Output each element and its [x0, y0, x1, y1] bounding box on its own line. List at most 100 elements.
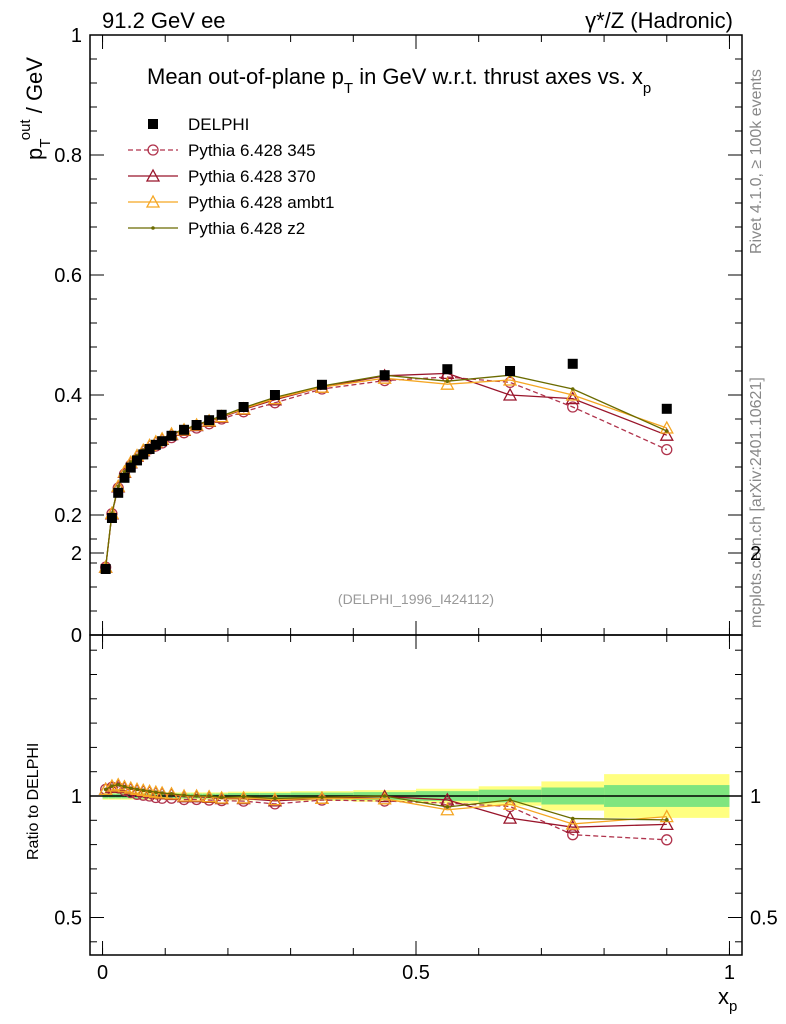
data-point — [316, 379, 327, 390]
ratio-data-point — [502, 796, 518, 810]
ratio-data-point — [273, 796, 277, 801]
data-point — [204, 415, 215, 426]
data-point — [238, 402, 249, 412]
ratio-data-point — [316, 794, 328, 806]
data-point — [440, 376, 455, 390]
ratio-data-point — [241, 794, 246, 799]
ratio-data-point — [207, 794, 211, 798]
y-tick-label: 0 — [71, 625, 82, 647]
data-point — [116, 484, 121, 489]
data-point — [445, 379, 450, 384]
rivet-version-label: Rivet 4.1.0, ≥ 100k events — [748, 69, 765, 254]
y-tick-label: 0.8 — [54, 145, 82, 167]
data-point — [122, 470, 127, 474]
legend-marker — [145, 168, 161, 182]
legend-entry: Pythia 6.428 z2 — [128, 219, 305, 238]
ratio-data-point — [565, 819, 580, 833]
data-point — [119, 472, 130, 483]
data-point — [166, 430, 177, 441]
x-tick-label: 1 — [724, 962, 735, 984]
data-point — [567, 401, 579, 413]
data-point — [565, 387, 580, 401]
ratio-data-point — [110, 784, 114, 788]
series-line — [105, 376, 668, 568]
legend-label: Pythia 6.428 370 — [188, 167, 316, 186]
legend: DELPHI Pythia 6.428 345 Pythia 6.428 370 Py… — [128, 115, 334, 238]
legend-marker — [147, 144, 159, 156]
ratio-data-point — [659, 817, 674, 831]
legend-entry: DELPHI — [148, 115, 249, 134]
ratio-data-point — [169, 792, 174, 796]
ratio-data-point — [160, 791, 164, 795]
data-point — [659, 427, 674, 441]
data-point — [505, 366, 516, 376]
ratio-y-tick-label: 0.5 — [54, 908, 82, 930]
legend-label: DELPHI — [188, 115, 249, 134]
data-point — [570, 387, 575, 391]
ratio-data-point — [440, 802, 455, 816]
ratio-data-point — [128, 786, 133, 790]
ratio-data-point — [664, 818, 669, 822]
legend-marker — [151, 226, 155, 230]
data-point — [157, 436, 168, 447]
legend-marker — [145, 194, 161, 208]
y-tick-label: 0.2 — [54, 505, 82, 527]
x-tick-label: 0.5 — [402, 962, 430, 984]
ratio-data-point — [147, 789, 152, 794]
ratio-y-tick-label: 1 — [71, 786, 82, 808]
ratio-data-point — [122, 784, 127, 789]
y-axis-label: pTout / GeV — [17, 57, 54, 160]
data-point — [144, 444, 155, 454]
y-tick-label: 1 — [71, 25, 82, 47]
ratio-data-point — [154, 790, 158, 794]
data-point — [661, 443, 673, 456]
data-point — [269, 390, 280, 400]
analysis-watermark: (DELPHI_1996_I424112) — [338, 591, 494, 607]
legend-label: Pythia 6.428 345 — [188, 141, 316, 160]
data-point — [125, 462, 136, 473]
data-point — [100, 564, 111, 574]
ratio-data-point — [135, 787, 139, 792]
ratio-data-point — [182, 793, 186, 798]
ratio-data-point — [267, 792, 283, 806]
y-tick-label: 0.6 — [54, 265, 82, 287]
ratio-y-axis-label: Ratio to DELPHI — [25, 743, 42, 860]
data-point — [179, 424, 190, 435]
data-point — [191, 420, 202, 430]
ratio-data-point — [565, 816, 580, 830]
series-pythia-6-428-345 — [100, 371, 673, 846]
data-point — [567, 358, 578, 369]
data-point — [113, 487, 124, 498]
ratio-y-tick-label-right: 0.5 — [750, 908, 778, 930]
ratio-data-point — [445, 805, 450, 809]
ratio-data-point — [141, 788, 146, 793]
series-delphi — [100, 358, 672, 574]
legend-label: Pythia 6.428 ambt1 — [188, 193, 334, 212]
legend-entry: Pythia 6.428 345 — [128, 141, 316, 160]
header-process-label: γ*/Z (Hadronic) — [585, 8, 733, 33]
x-tick-label: 0 — [97, 962, 108, 984]
ratio-data-point — [661, 834, 673, 846]
ratio-y-tick-label-right: 1 — [750, 786, 761, 808]
legend-entry: Pythia 6.428 370 — [128, 167, 316, 186]
series-line — [105, 372, 668, 568]
data-point — [216, 409, 227, 420]
ratio-data-point — [111, 777, 126, 791]
ratio-data-point — [508, 798, 512, 802]
ratio-data-point — [219, 795, 224, 800]
data-point — [106, 513, 117, 523]
ratio-data-point — [567, 829, 579, 841]
ratio-data-point — [502, 810, 518, 824]
data-point — [664, 429, 669, 433]
data-point — [502, 372, 518, 386]
x-axis-label: xp — [718, 984, 737, 1015]
series-line — [105, 374, 668, 568]
ratio-data-point — [377, 791, 392, 805]
data-point — [502, 387, 518, 401]
chart-title: Mean out-of-plane pT in GeV w.r.t. thrus… — [147, 64, 651, 97]
ratio-data-point — [103, 787, 108, 792]
data-point — [132, 455, 143, 466]
data-point — [565, 391, 580, 405]
ratio-data-point — [570, 816, 575, 821]
legend-entry: Pythia 6.428 ambt1 — [128, 193, 334, 212]
